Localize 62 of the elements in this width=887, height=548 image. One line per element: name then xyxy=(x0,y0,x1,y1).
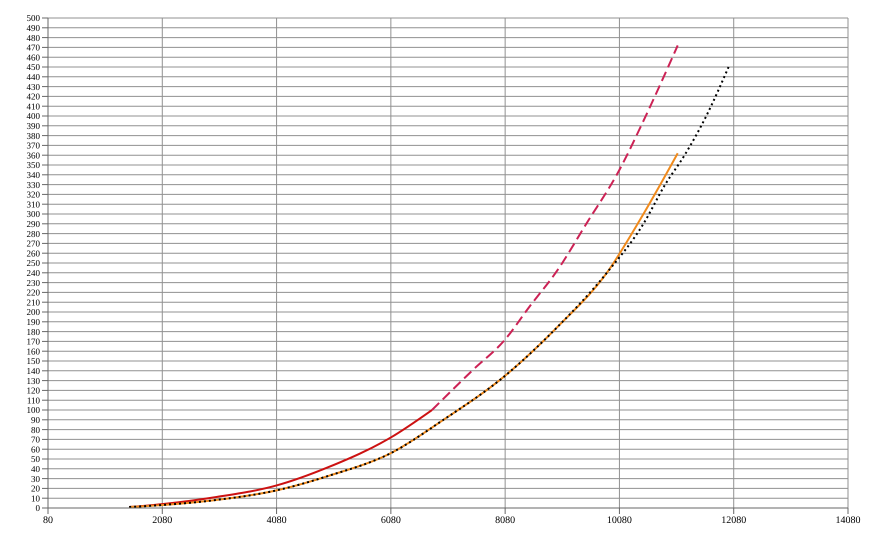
y-tick-label: 240 xyxy=(26,268,40,278)
y-tick-label: 450 xyxy=(26,62,40,72)
y-tick-label: 390 xyxy=(26,120,40,131)
y-tick-label: 470 xyxy=(26,42,40,53)
y-tick-label: 150 xyxy=(26,356,40,366)
x-tick-label: 12080 xyxy=(721,515,746,526)
y-tick-label: 350 xyxy=(26,160,40,170)
y-tick-label: 370 xyxy=(26,140,40,151)
y-tick-label: 180 xyxy=(26,326,40,337)
y-tick-label: 120 xyxy=(26,386,40,396)
y-tick-label: 90 xyxy=(31,414,40,425)
y-tick-label: 60 xyxy=(31,444,40,454)
y-tick-label: 460 xyxy=(26,52,40,62)
y-tick-label: 20 xyxy=(31,484,40,494)
y-tick-label: 360 xyxy=(26,150,40,160)
y-tick-label: 210 xyxy=(26,297,40,308)
y-tick-label: 280 xyxy=(26,228,40,239)
y-tick-label: 130 xyxy=(26,376,40,386)
x-tick-label: 10080 xyxy=(606,515,632,526)
line-series xyxy=(128,66,730,508)
y-tick-label: 100 xyxy=(26,405,40,416)
x-tick-label: 80 xyxy=(43,515,53,526)
y-tick-label: 270 xyxy=(26,238,40,249)
x-tick-label: 4080 xyxy=(266,515,287,526)
y-tick-label: 340 xyxy=(26,170,40,180)
y-tick-label: 10 xyxy=(31,493,40,504)
y-tick-label: 0 xyxy=(36,503,40,514)
y-tick-label: 300 xyxy=(26,209,40,220)
y-tick-label: 230 xyxy=(26,278,40,288)
y-tick-label: 410 xyxy=(26,101,40,112)
y-tick-label: 80 xyxy=(31,424,40,435)
y-tick-label: 140 xyxy=(26,366,40,376)
y-tick-label: 200 xyxy=(26,307,40,318)
y-tick-label: 480 xyxy=(26,32,40,43)
y-tick-label: 220 xyxy=(26,288,40,298)
x-tick-label: 8080 xyxy=(495,515,516,526)
y-tick-label: 170 xyxy=(26,336,40,347)
y-tick-label: 50 xyxy=(31,454,40,464)
y-tick-label: 110 xyxy=(26,395,40,406)
y-tick-label: 420 xyxy=(26,92,40,102)
y-tick-label: 500 xyxy=(26,13,40,24)
y-tick-label: 400 xyxy=(26,111,40,122)
x-tick-label: 14080 xyxy=(836,515,860,526)
line-series xyxy=(128,152,679,508)
line-series xyxy=(431,44,679,411)
y-tick-label: 320 xyxy=(26,190,40,200)
y-tick-label: 490 xyxy=(26,22,40,33)
y-tick-label: 70 xyxy=(31,434,40,445)
y-tick-label: 160 xyxy=(26,346,40,356)
y-tick-label: 190 xyxy=(26,316,40,327)
y-tick-label: 430 xyxy=(26,82,40,92)
y-tick-label: 310 xyxy=(26,199,40,210)
y-tick-label: 290 xyxy=(26,218,40,229)
y-tick-label: 380 xyxy=(26,130,40,141)
y-tick-label: 260 xyxy=(26,248,40,258)
y-tick-label: 40 xyxy=(31,464,40,474)
x-tick-label: 6080 xyxy=(380,515,401,526)
y-tick-label: 330 xyxy=(26,180,40,190)
y-tick-label: 250 xyxy=(26,258,40,268)
y-tick-label: 440 xyxy=(26,72,40,82)
x-tick-label: 2080 xyxy=(152,515,172,526)
y-tick-label: 30 xyxy=(31,474,40,484)
